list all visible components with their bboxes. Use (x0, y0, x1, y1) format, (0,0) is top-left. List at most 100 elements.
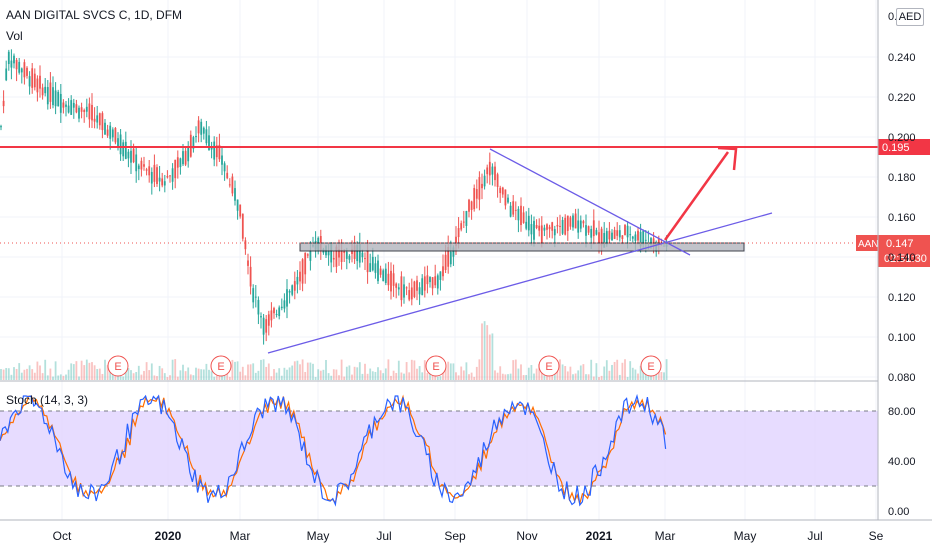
volume-bar (522, 375, 525, 380)
volume-bar (2, 369, 5, 380)
volume-bar (236, 361, 239, 380)
candle-body (75, 104, 78, 113)
volume-bar (332, 369, 335, 380)
volume-bar (358, 362, 361, 380)
candle-body (163, 181, 166, 186)
volume-bar (109, 366, 112, 380)
volume-bar (312, 363, 314, 380)
candle-body (439, 271, 442, 280)
candle-body (574, 213, 577, 229)
volume-bar (660, 372, 663, 380)
candle-body (395, 283, 398, 288)
candle-body (26, 67, 28, 76)
volume-bar (377, 367, 379, 380)
volume-bar (117, 376, 119, 380)
candle-body (629, 234, 632, 236)
candle-body (564, 217, 567, 235)
volume-bar (462, 370, 465, 380)
volume-bar (468, 374, 470, 380)
volume-bar (317, 369, 320, 380)
volume-bar (369, 368, 372, 380)
price-tick-label: 0.220 (888, 92, 916, 104)
candle-body (561, 219, 564, 234)
earnings-marker-label: E (647, 361, 654, 373)
candles (0, 49, 668, 345)
volume-bar (587, 374, 590, 380)
volume-bar (124, 367, 127, 380)
time-tick-label: Mar (230, 529, 251, 543)
volume-bar (390, 375, 392, 380)
candle-body (374, 263, 377, 273)
volume-bar (548, 376, 551, 380)
volume-bar (530, 365, 533, 380)
volume-bar (83, 365, 86, 380)
volume-bar (605, 360, 608, 380)
stoch-tick-label: 80.00 (888, 406, 916, 418)
candle-body (257, 299, 260, 315)
volume-bar (156, 376, 158, 380)
volume-bar (301, 359, 304, 380)
volume-bar (330, 375, 333, 380)
volume-bar (286, 369, 288, 380)
candle-body (252, 288, 255, 303)
candle-body (93, 118, 96, 122)
candle-body (551, 222, 554, 231)
candle-body (579, 220, 582, 229)
target-arrowhead (717, 146, 738, 171)
volume-bar (70, 363, 73, 380)
candle-body (31, 68, 34, 88)
candle-body (533, 220, 535, 240)
volume-bar (585, 374, 587, 380)
volume-bar (288, 367, 291, 380)
candle-body (644, 239, 647, 241)
volume-bar (260, 359, 262, 380)
volume-bar (54, 361, 57, 380)
volume-bar (252, 363, 255, 380)
volume-bar (127, 368, 130, 380)
candle-body (18, 61, 21, 73)
candle-body (192, 137, 195, 149)
volume-bar (184, 371, 187, 380)
volume-bar (637, 373, 639, 380)
volume-bar (80, 360, 83, 380)
candle-body (447, 246, 450, 267)
earnings-marker (538, 355, 560, 377)
volume-bar (280, 375, 283, 380)
candle-body (296, 276, 299, 285)
volume-bar (322, 369, 325, 380)
candle-body (504, 189, 507, 206)
price-tick-label: 0.140 (888, 252, 916, 264)
candle-body (525, 221, 528, 229)
candle-body (62, 102, 65, 108)
candle-body (231, 176, 234, 194)
candle-body (436, 275, 439, 289)
last-price-label: 0.147 (886, 238, 914, 250)
volume-bar (421, 372, 424, 380)
candle-body (473, 188, 476, 210)
candle-body (20, 68, 23, 73)
candle-body (330, 243, 333, 263)
candle-body (413, 281, 416, 297)
candle-body (15, 60, 18, 70)
candle-body (72, 102, 75, 108)
currency-button[interactable]: AED (896, 8, 924, 26)
candle-body (465, 210, 468, 226)
candle-body (39, 75, 41, 89)
candle-body (616, 230, 619, 236)
candle-body (52, 87, 54, 106)
volume-bar (67, 369, 70, 380)
volume-bar (158, 365, 161, 380)
candle-body (478, 177, 481, 200)
candle-body (28, 76, 31, 87)
volume-bar (265, 366, 268, 380)
volume-bar (239, 371, 242, 380)
volume-bar (10, 374, 13, 380)
volume-bar (517, 368, 520, 380)
volume-bar (379, 370, 382, 380)
candle-body (577, 220, 580, 233)
countdown-label: 02:51:30 (884, 253, 927, 265)
volume-bar (405, 362, 408, 380)
volume-bar (241, 366, 244, 380)
candle-body (460, 223, 463, 230)
